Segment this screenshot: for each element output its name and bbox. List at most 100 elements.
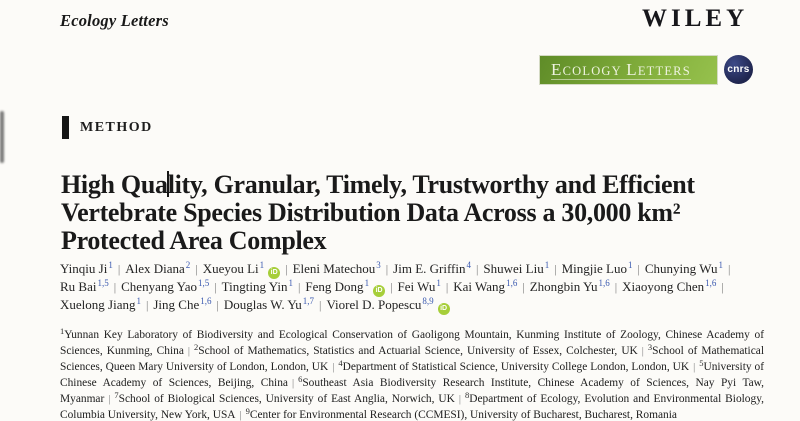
author-separator: | xyxy=(117,262,121,276)
author-separator: | xyxy=(285,262,288,276)
affiliation: 2School of Mathematics, Statistics and A… xyxy=(194,341,638,357)
author: Jim E. Griffin4 xyxy=(393,260,472,276)
affiliation: 1Yunnan Key Laboratory of Biodiversity a… xyxy=(60,326,764,357)
author-separator: | xyxy=(390,280,393,294)
author-separator: | xyxy=(554,262,557,276)
author-row: Yinqiu Ji1 | Alex Diana2 | Xueyou Li1iD | Elen… xyxy=(60,260,775,279)
author-affiliation-sup: 1 xyxy=(288,278,294,288)
author-affiliation-sup: 4 xyxy=(466,260,472,270)
title-line: Vertebrate Species Distribution Data Acr… xyxy=(61,198,681,227)
author-affiliation-sup: 1,5 xyxy=(97,278,109,288)
affiliation-separator: | xyxy=(108,393,111,405)
author: Douglas W. Yu1,7 xyxy=(223,296,315,312)
author-separator: | xyxy=(614,280,618,294)
author-separator: | xyxy=(721,280,724,294)
author: Jing Che1,6 xyxy=(153,296,212,312)
author-separator: | xyxy=(445,280,449,294)
author-separator: | xyxy=(522,280,525,294)
author: Kai Wang1,6 xyxy=(453,278,518,294)
affiliation: 8Department of Ecology, Evolution and En… xyxy=(60,389,764,421)
affiliation: 5University of Chinese Academy of Scienc… xyxy=(60,357,764,389)
author-affiliation-sup: 8,9 xyxy=(422,296,434,306)
affiliation: 3School of Mathematical Sciences, Queen … xyxy=(60,341,764,373)
author-separator: | xyxy=(214,280,217,294)
author: Xueyou Li1iD xyxy=(203,260,281,279)
author-separator: | xyxy=(727,262,731,276)
affiliation-separator: | xyxy=(641,345,644,357)
author: Eleni Matechou3 xyxy=(292,260,381,276)
affiliation-separator: | xyxy=(291,377,295,389)
affiliation: 9Center for Environmental Research (CCME… xyxy=(245,405,677,421)
affiliation-sup: 7 xyxy=(114,389,119,400)
affiliation-sup: 8 xyxy=(464,389,470,400)
affiliation-sup: 5 xyxy=(699,357,704,368)
affiliation-separator: | xyxy=(332,361,335,373)
affiliation-separator: | xyxy=(458,393,461,405)
author-affiliation-sup: 1 xyxy=(259,260,265,270)
author-row: Ru Bai1,5 | Chenyang Yao1,5 | Tingting Yin1 |… xyxy=(60,278,775,297)
author-affiliation-sup: 1 xyxy=(108,260,113,270)
wiley-logo: WILEY xyxy=(642,5,749,32)
author: Tingting Yin1 xyxy=(221,278,294,294)
author-separator: | xyxy=(216,298,219,312)
author-affiliation-sup: 1 xyxy=(136,296,141,306)
affiliation: 7School of Biological Sciences, Universi… xyxy=(114,389,455,405)
author: Fei Wu1 xyxy=(397,278,441,294)
author-affiliation-sup: 3 xyxy=(376,260,381,270)
affiliation: 4Department of Statistical Science, Univ… xyxy=(338,357,690,373)
author-separator: | xyxy=(298,280,301,294)
affiliation-sup: 6 xyxy=(298,373,303,384)
author-affiliation-sup: 1,6 xyxy=(200,296,212,306)
cnrs-logo-icon: cnrs xyxy=(724,55,753,84)
title-line: High Quality, Granular, Timely, Trustwor… xyxy=(61,170,695,199)
text-cursor xyxy=(166,171,169,197)
author: Chenyang Yao1,5 xyxy=(121,278,210,294)
author-affiliation-sup: 1 xyxy=(544,260,550,270)
section-marker-bar xyxy=(62,116,69,139)
journal-banner: ECOLOGY LETTERS xyxy=(540,56,717,84)
orcid-icon[interactable]: iD xyxy=(268,267,281,279)
author-separator: | xyxy=(385,262,389,276)
affiliation: 6Southeast Asia Biodiversity Research In… xyxy=(60,373,764,405)
affiliation-separator: | xyxy=(187,345,190,357)
affiliation-sup: 2 xyxy=(194,341,199,352)
author: Chunying Wu1 xyxy=(644,260,723,276)
author-separator: | xyxy=(319,298,322,312)
author-separator: | xyxy=(113,280,117,294)
author: Viorel D. Popescu8,9iD xyxy=(326,296,450,315)
article-title: High Quality, Granular, Timely, Trustwor… xyxy=(61,171,751,255)
affiliation-list: 1Yunnan Key Laboratory of Biodiversity a… xyxy=(60,326,764,421)
author: Zhongbin Yu1,6 xyxy=(529,278,610,294)
affiliation-sup: 9 xyxy=(245,405,250,416)
author: Ru Bai1,5 xyxy=(60,278,109,294)
section-header: METHOD xyxy=(62,116,153,139)
author-affiliation-sup: 2 xyxy=(185,260,191,270)
author-separator: | xyxy=(145,298,149,312)
author: Yinqiu Ji1 xyxy=(60,260,113,276)
author-affiliation-sup: 1 xyxy=(627,260,633,270)
author-affiliation-sup: 1 xyxy=(436,278,441,288)
author-list: Yinqiu Ji1 | Alex Diana2 | Xueyou Li1iD | Elen… xyxy=(60,260,775,315)
title-line: Protected Area Complex xyxy=(61,226,327,255)
author-affiliation-sup: 1,6 xyxy=(705,278,717,288)
author: Xiaoyong Chen1,6 xyxy=(622,278,717,294)
author-affiliation-sup: 1 xyxy=(718,260,723,270)
author-affiliation-sup: 1,6 xyxy=(598,278,610,288)
author: Shuwei Liu1 xyxy=(483,260,550,276)
author-separator: | xyxy=(195,262,198,276)
author: Mingjie Luo1 xyxy=(561,260,633,276)
author-affiliation-sup: 1,5 xyxy=(197,278,210,288)
scan-artifact xyxy=(0,111,4,163)
affiliation-separator: | xyxy=(693,361,696,373)
affiliation-sup: 3 xyxy=(647,341,653,352)
author-affiliation-sup: 1 xyxy=(364,278,370,288)
orcid-icon[interactable]: iD xyxy=(437,303,450,315)
orcid-icon[interactable]: iD xyxy=(373,285,386,297)
affiliation-sup: 4 xyxy=(338,357,343,368)
section-label: METHOD xyxy=(80,120,153,135)
author: Xuelong Jiang1 xyxy=(60,296,141,312)
affiliation-sup: 1 xyxy=(60,326,65,336)
author-separator: | xyxy=(476,262,479,276)
author-separator: | xyxy=(637,262,640,276)
author: Feng Dong1iD xyxy=(305,278,386,297)
